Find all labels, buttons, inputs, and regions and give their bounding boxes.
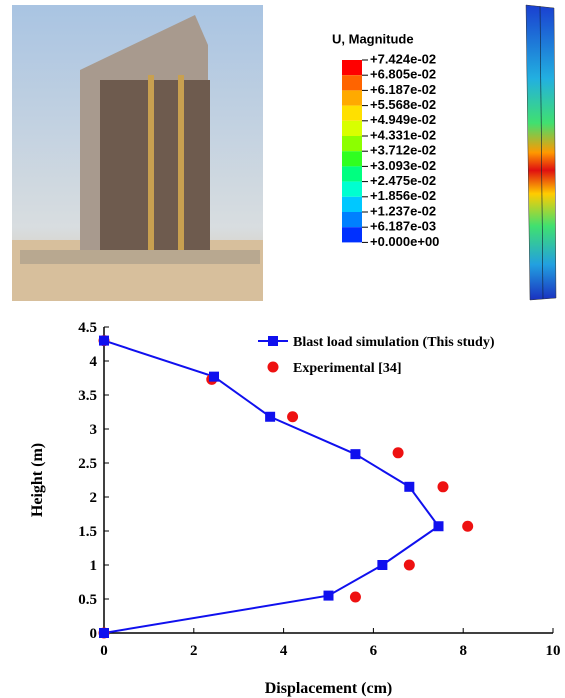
marker-square <box>377 560 388 570</box>
x-tick-label: 8 <box>459 643 467 659</box>
legend-label: +2.475e-02 <box>370 173 436 188</box>
marker-square <box>323 590 334 601</box>
marker-circle <box>287 411 299 423</box>
legend-swatch <box>342 151 362 167</box>
legend-swatch <box>342 90 362 106</box>
photo <box>12 5 263 301</box>
legend-swatch <box>342 120 362 136</box>
marker-square <box>265 411 276 422</box>
y-axis-label: Height (m) <box>29 443 46 517</box>
marker-square <box>350 449 361 460</box>
legend-label: Blast load simulation (This study) <box>293 335 495 350</box>
y-tick-label: 3 <box>90 422 98 438</box>
legend-title: U, Magnitude <box>332 31 414 46</box>
legend-label: +3.712e-02 <box>370 143 436 158</box>
marker-square <box>404 481 415 492</box>
legend-label: Experimental [34] <box>293 361 401 376</box>
series-line <box>103 339 440 634</box>
x-tick-label: 0 <box>100 643 108 659</box>
marker-square <box>99 335 109 346</box>
marker-circle <box>462 520 474 532</box>
x-tick-label: 2 <box>190 643 198 659</box>
legend-label: +3.093e-02 <box>370 158 436 173</box>
legend-label: +6.805e-02 <box>370 67 436 82</box>
x-tick-label: 6 <box>370 643 378 659</box>
marker-square <box>99 628 109 638</box>
fem-model <box>525 4 557 301</box>
legend-label: +1.237e-02 <box>370 203 436 218</box>
x-tick-label: 4 <box>280 643 288 659</box>
legend-swatch <box>342 60 362 76</box>
marker-circle <box>349 591 361 603</box>
legend-swatch <box>342 136 362 152</box>
x-tick-label: 10 <box>546 643 561 659</box>
chart: 0 0.5 1 1.5 2 2.5 3 3.5 4 4.5 0 2 4 6 8 10 Displacement … <box>29 320 561 697</box>
legend-label: +6.187e-03 <box>370 219 436 234</box>
legend-label: +0.000e+00 <box>370 234 439 249</box>
legend-label: +4.331e-02 <box>370 127 436 142</box>
y-tick-label: 2 <box>90 490 98 506</box>
legend-label: +7.424e-02 <box>370 51 436 66</box>
legend-marker <box>267 361 279 373</box>
x-axis-label: Displacement (cm) <box>265 680 393 697</box>
legend-label: +6.187e-02 <box>370 82 436 97</box>
legend-swatch <box>342 212 362 228</box>
legend-swatch <box>342 105 362 121</box>
contour-legend: U, Magnitude +7.424e-02+6.805e-02+6.187e… <box>332 31 439 248</box>
y-tick-label: 0 <box>90 626 98 642</box>
legend-swatch <box>342 227 362 243</box>
legend-label: +5.568e-02 <box>370 97 436 112</box>
y-tick-label: 1 <box>90 558 98 574</box>
legend-marker <box>268 336 278 346</box>
legend-swatch <box>342 181 362 197</box>
y-tick-label: 1.5 <box>78 524 97 540</box>
y-tick-label: 3.5 <box>78 388 97 404</box>
legend-label: +4.949e-02 <box>370 112 436 127</box>
marker-circle <box>403 559 415 571</box>
marker-circle <box>437 481 449 493</box>
y-tick-label: 2.5 <box>78 456 97 472</box>
legend-swatch <box>342 196 362 212</box>
y-tick-label: 4 <box>90 354 98 370</box>
legend-swatch <box>342 75 362 91</box>
marker-square <box>433 521 444 532</box>
y-tick-label: 0.5 <box>78 592 97 608</box>
legend-label: +1.856e-02 <box>370 188 436 203</box>
legend-swatch <box>342 166 362 182</box>
marker-square <box>209 371 220 382</box>
marker-circle <box>392 447 404 459</box>
y-tick-label: 4.5 <box>78 320 97 336</box>
